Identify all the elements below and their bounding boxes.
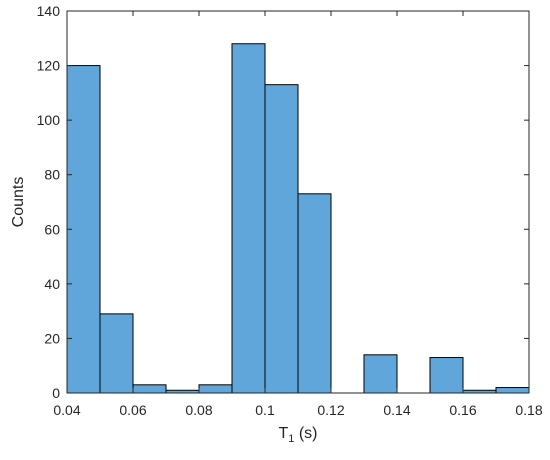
x-tick-label: 0.04 bbox=[53, 402, 80, 418]
histogram-bar bbox=[264, 84, 299, 394]
x-axis-label: T1 (s) bbox=[278, 425, 317, 445]
x-tick-label: 0.1 bbox=[255, 402, 275, 418]
y-tick-label: 0 bbox=[52, 385, 60, 401]
y-tick-label: 100 bbox=[37, 112, 61, 128]
histogram-bar bbox=[297, 193, 332, 394]
bars-layer bbox=[66, 43, 530, 394]
x-tick-label: 0.12 bbox=[317, 402, 344, 418]
ticks-layer bbox=[66, 10, 530, 394]
y-tick-label: 80 bbox=[44, 167, 60, 183]
x-axis-label-suffix: (s) bbox=[294, 425, 317, 442]
x-tick-label: 0.18 bbox=[515, 402, 542, 418]
x-tick-label: 0.06 bbox=[119, 402, 146, 418]
plot-frame bbox=[66, 10, 530, 394]
y-axis-label: Counts bbox=[10, 177, 27, 228]
y-tick-label: 140 bbox=[37, 3, 61, 19]
histogram-bar bbox=[231, 43, 266, 394]
histogram-bar bbox=[198, 384, 233, 394]
x-tick-label: 0.08 bbox=[185, 402, 212, 418]
x-axis-label-main: T bbox=[278, 425, 288, 442]
y-tick-label: 40 bbox=[44, 276, 60, 292]
y-tick-label: 20 bbox=[44, 330, 60, 346]
tick-labels-layer: 0.04 0.06 0.08 0.1 0.12 0.14 0.16 0.18 0 20 40 60 80… bbox=[37, 3, 543, 418]
histogram-bar bbox=[66, 65, 101, 394]
histogram-bar bbox=[363, 354, 398, 394]
histogram-bar bbox=[99, 313, 134, 394]
histogram-bar bbox=[495, 387, 530, 394]
y-tick-label: 120 bbox=[37, 58, 61, 74]
histogram-bar bbox=[132, 384, 167, 394]
x-tick-label: 0.16 bbox=[449, 402, 476, 418]
x-tick-label: 0.14 bbox=[383, 402, 410, 418]
y-tick-label: 60 bbox=[44, 221, 60, 237]
x-axis-label-subscript: 1 bbox=[288, 433, 294, 445]
histogram-bar bbox=[429, 357, 464, 394]
